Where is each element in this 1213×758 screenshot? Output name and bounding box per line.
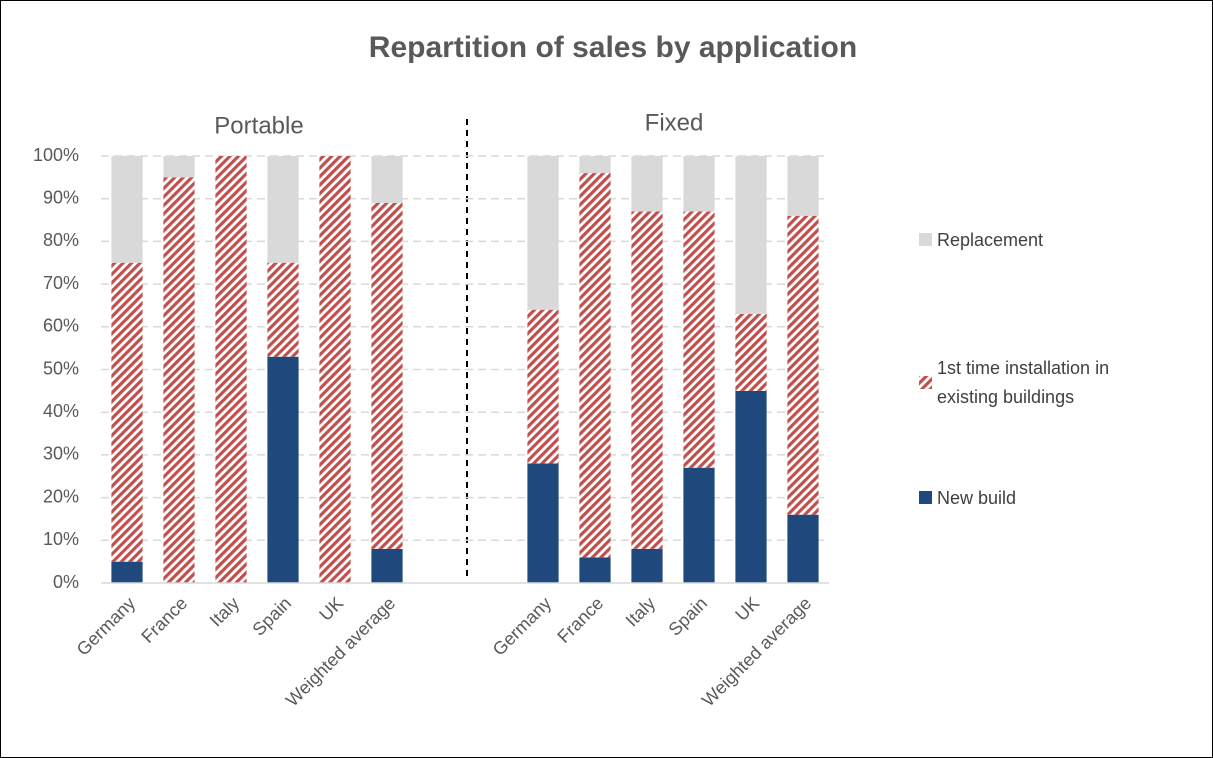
bar-segment [111,262,143,562]
x-tick-label: Spain [248,593,295,640]
bar-segment [579,156,611,174]
bar-segment [631,211,663,549]
legend-entry: 1st time installation in existing buildi… [937,358,1110,407]
legend-entry: New build [937,487,1017,508]
y-tick-label: 10% [43,529,79,549]
legend-label: New build [937,487,1017,508]
y-tick-label: 60% [43,316,79,336]
y-tick-label: 30% [43,444,79,464]
bar-segment [579,173,611,558]
bar-segment [683,156,715,212]
bar-segment [735,390,767,583]
bar-segment [787,156,819,216]
y-tick-label: 80% [43,230,79,250]
y-tick-label: 40% [43,401,79,421]
bar-segment [683,467,715,583]
bar-segment [267,262,299,357]
bar-segment [163,177,195,583]
y-tick-label: 70% [43,273,79,293]
x-tick-label: Spain [664,593,711,640]
x-tick-label: UK [731,593,763,625]
x-tick-label: France [553,593,607,647]
y-tick-label: 100% [33,145,79,165]
y-tick-label: 0% [53,572,79,592]
chart-title: Repartition of sales by application [369,31,857,64]
bar-segment [371,548,403,583]
bar-segment [111,561,143,583]
bar-segment [527,309,559,464]
y-tick-label: 90% [43,187,79,207]
bar-segment [735,156,767,314]
x-tick-label: UK [315,593,347,625]
legend-entry: Replacement [937,229,1044,250]
group-label: Portable [214,112,303,139]
group-label: Fixed [645,109,704,136]
bar-segment [631,156,663,212]
bar-segment [267,356,299,583]
bar-segment [787,215,819,515]
bar-segment [683,211,715,468]
legend-swatch [919,491,932,504]
x-tick-label: Italy [206,593,243,630]
bar-segment [579,557,611,583]
bar-segment [527,156,559,310]
legend-label: 1st time installation in existing buildi… [937,358,1110,407]
bar-segment [371,156,403,203]
bar-segment [163,156,195,178]
x-tick-label: Italy [622,593,659,630]
y-tick-label: 20% [43,486,79,506]
bar-segment [631,548,663,583]
bar-segment [787,514,819,583]
x-tick-label: Germany [489,593,555,659]
bar-segment [371,202,403,549]
bar-segment [111,156,143,263]
legend-label: Replacement [937,229,1044,250]
bar-segment [215,156,247,583]
x-tick-label: Germany [73,593,139,659]
legend-swatch [919,376,932,389]
bar-segment [527,463,559,583]
legend-swatch [919,233,932,246]
x-tick-label: France [137,593,191,647]
bar-segment [267,156,299,263]
bar-segment [735,313,767,391]
y-tick-label: 50% [43,358,79,378]
bar-segment [319,156,351,583]
